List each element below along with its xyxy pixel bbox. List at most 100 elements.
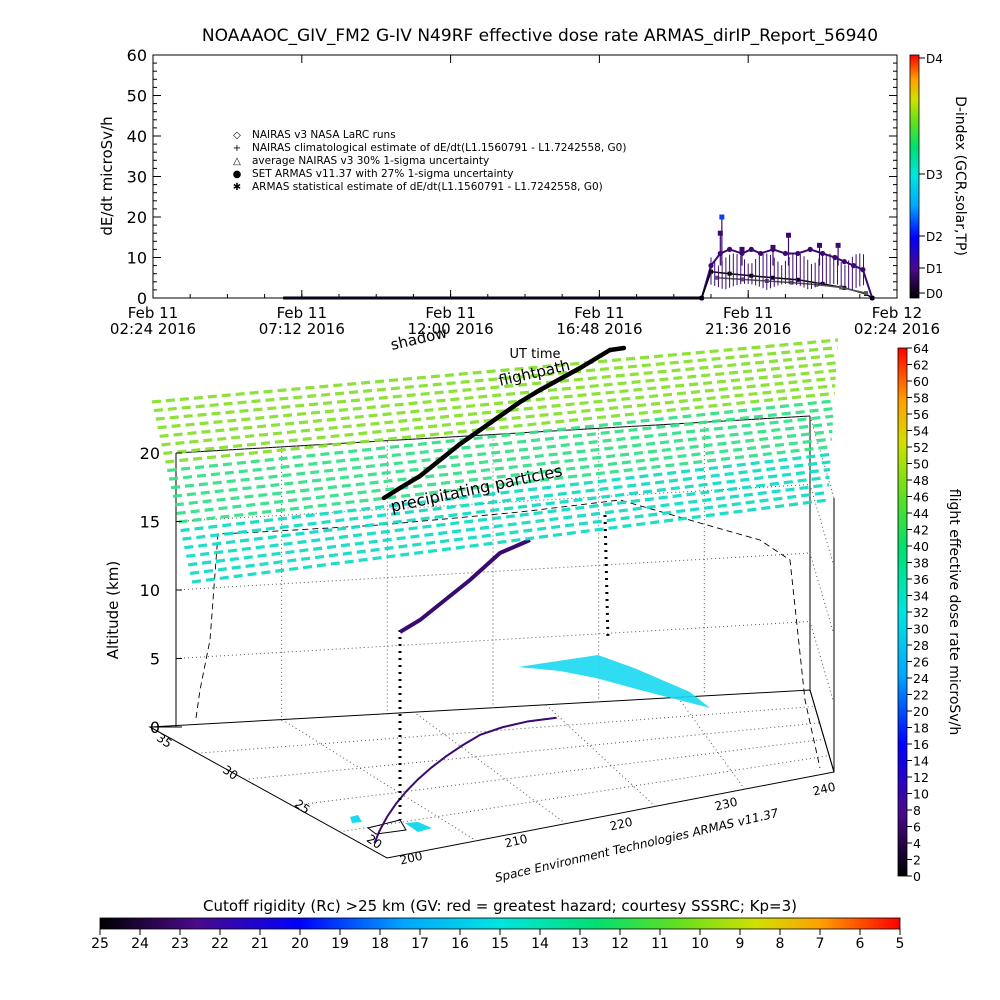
legend-symbol-4: ✱	[233, 182, 241, 193]
y-tick-label: 10	[127, 249, 147, 268]
altitude-tick-label: 0	[150, 718, 160, 737]
time-series-y-label: dE/dt microSv/h	[98, 116, 116, 235]
particle-row	[157, 361, 837, 430]
d-index-tick-label: D0	[926, 287, 943, 301]
d-index-tick-label: D4	[926, 52, 943, 66]
particle-row	[153, 346, 838, 413]
dose-rate-tick-label: 20	[913, 704, 929, 719]
cutoff-rigidity-colorbar	[99, 917, 901, 930]
x-tick-day: Feb 11	[723, 304, 773, 322]
dose-rate-label: flight effective dose rate microSv/h	[946, 489, 962, 735]
y-tick-label: 30	[127, 168, 147, 187]
latitude-tick-label: 30	[220, 763, 241, 783]
cutoff-rigidity-tick-label: 13	[571, 936, 589, 952]
dose-rate-colorbar	[897, 347, 908, 877]
floor-grid-line	[339, 755, 830, 833]
dose-rate-tick-label: 24	[913, 671, 929, 686]
flight-path-trace	[381, 345, 627, 501]
y-tick-label: 60	[127, 46, 147, 65]
longitude-axis: 200 210 220 230 240	[398, 780, 836, 868]
y-tick-label: 50	[127, 87, 147, 106]
x-tick-time: 02:24 2016	[110, 320, 196, 338]
cutoff-rigidity-panel: Cutoff rigidity (Rc) >25 km (GV: red = g…	[91, 897, 904, 952]
dose-rate-tick-label: 36	[913, 572, 929, 587]
spike-point	[717, 230, 723, 236]
series-line-2	[717, 277, 867, 294]
dose-rate-tick-label: 4	[913, 836, 921, 851]
x-axis-label: UT time	[510, 347, 561, 362]
dose-rate-tick-label: 28	[913, 638, 929, 653]
flight-path-point	[557, 376, 563, 382]
floor-grid-line	[545, 704, 656, 807]
right-floor-edge	[809, 689, 835, 773]
series-line-0	[283, 248, 874, 299]
floor-grid-line	[413, 711, 567, 825]
legend-symbol-2: △	[233, 156, 241, 167]
cutoff-rigidity-tick-label: 5	[896, 936, 905, 952]
floor-outline	[148, 689, 835, 859]
x-tick-time: 02:24 2016	[854, 320, 940, 338]
series-point	[749, 273, 754, 278]
cutoff-rigidity-tick-label: 7	[816, 936, 825, 952]
cutoff-rigidity-tick-label: 14	[531, 936, 549, 952]
cutoff-rigidity-tick-label: 24	[131, 936, 149, 952]
dose-rate-tick-label: 38	[913, 556, 929, 571]
particle-row	[176, 437, 832, 516]
flight-path-point	[397, 485, 403, 491]
y-tick-label: 20	[127, 208, 147, 227]
precipitating-particle-grid	[151, 338, 839, 584]
dose-rate-tick-label: 52	[913, 440, 929, 455]
particle-row	[174, 429, 833, 507]
dose-rate-tick-label: 48	[913, 473, 929, 488]
particle-row	[159, 368, 837, 438]
flight-path-line	[382, 345, 625, 500]
altitude-tick-label: 10	[140, 581, 160, 600]
shadow-outline	[366, 819, 407, 835]
cutoff-rigidity-ticks: 25 24 23 22 21 20 19 18 17 16 15 14 13 12 11 10 9 8 7 6 5	[91, 929, 904, 952]
right-wall-grid	[809, 552, 835, 636]
dose-rate-tick-label: 8	[913, 803, 921, 818]
d-index-colorbar	[909, 54, 920, 299]
figure-title: NOAAAOC_GIV_FM2 G-IV N49RF effective dos…	[202, 26, 878, 46]
cutoff-rigidity-tick-label: 6	[856, 936, 865, 952]
x-tick-day: Feb 12	[872, 304, 922, 322]
spike-point	[817, 242, 822, 248]
legend-entry: SET ARMAS v11.37 with 27% 1-sigma uncert…	[252, 168, 514, 180]
drop-line	[603, 514, 610, 641]
series-point	[715, 275, 720, 280]
legend-symbol-1: +	[233, 143, 241, 154]
particle-row	[187, 483, 830, 567]
dose-rate-tick-label: 32	[913, 605, 929, 620]
altitude-label: Altitude (km)	[104, 561, 122, 659]
altitude-tick-label: 15	[140, 513, 160, 532]
dose-rate-tick-label: 14	[913, 754, 929, 769]
longitude-tick-label: 210	[503, 832, 528, 851]
right-wall-grid	[809, 621, 835, 704]
time-series-legend: ◇ NAIRAS v3 NASA LaRC runs + NAIRAS climato…	[233, 129, 627, 193]
legend-symbol-0: ◇	[233, 130, 241, 141]
floor-grid-line	[677, 697, 746, 790]
cutoff-rigidity-tick-label: 9	[736, 936, 745, 952]
dose-rate-tick-label: 0	[913, 869, 921, 884]
y-tick-label: 0	[137, 289, 147, 308]
3d-box	[148, 415, 835, 859]
legend-entry: NAIRAS v3 NASA LaRC runs	[252, 129, 396, 141]
series-point	[832, 254, 838, 261]
cutoff-rigidity-tick-label: 17	[411, 936, 429, 952]
flight-path-point	[517, 399, 523, 405]
particle-row	[163, 384, 836, 456]
back-wall-profile	[195, 499, 821, 769]
cutoff-rigidity-tick-label: 16	[451, 936, 469, 952]
y-tick-label: 40	[127, 127, 147, 146]
series-point	[864, 291, 868, 296]
series-point	[758, 250, 764, 257]
dose-rate-tick-label: 42	[913, 523, 929, 538]
dose-rate-tick-label: 60	[913, 374, 929, 389]
floor-grid-line	[244, 722, 820, 780]
longitude-tick-label: 240	[811, 780, 836, 799]
series-point	[740, 277, 744, 282]
series-point	[807, 246, 813, 252]
time-series-data	[283, 214, 875, 301]
